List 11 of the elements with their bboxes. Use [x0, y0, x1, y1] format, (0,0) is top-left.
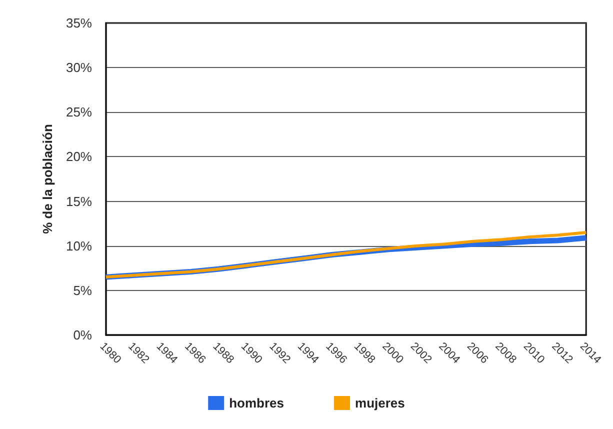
y-tick-label: 20%: [66, 149, 92, 164]
y-tick-label: 30%: [66, 60, 92, 76]
y-axis-title: % de la población: [40, 124, 55, 234]
legend-label: hombres: [229, 396, 284, 410]
y-tick-label: 10%: [66, 238, 92, 254]
y-tick-label: 5%: [73, 282, 92, 298]
y-tick-label: 15%: [66, 194, 92, 209]
legend-label: mujeres: [355, 396, 405, 410]
y-tick-label: 35%: [66, 16, 92, 30]
y-tick-label: 0%: [73, 328, 92, 342]
y-tick-label: 25%: [66, 104, 92, 120]
